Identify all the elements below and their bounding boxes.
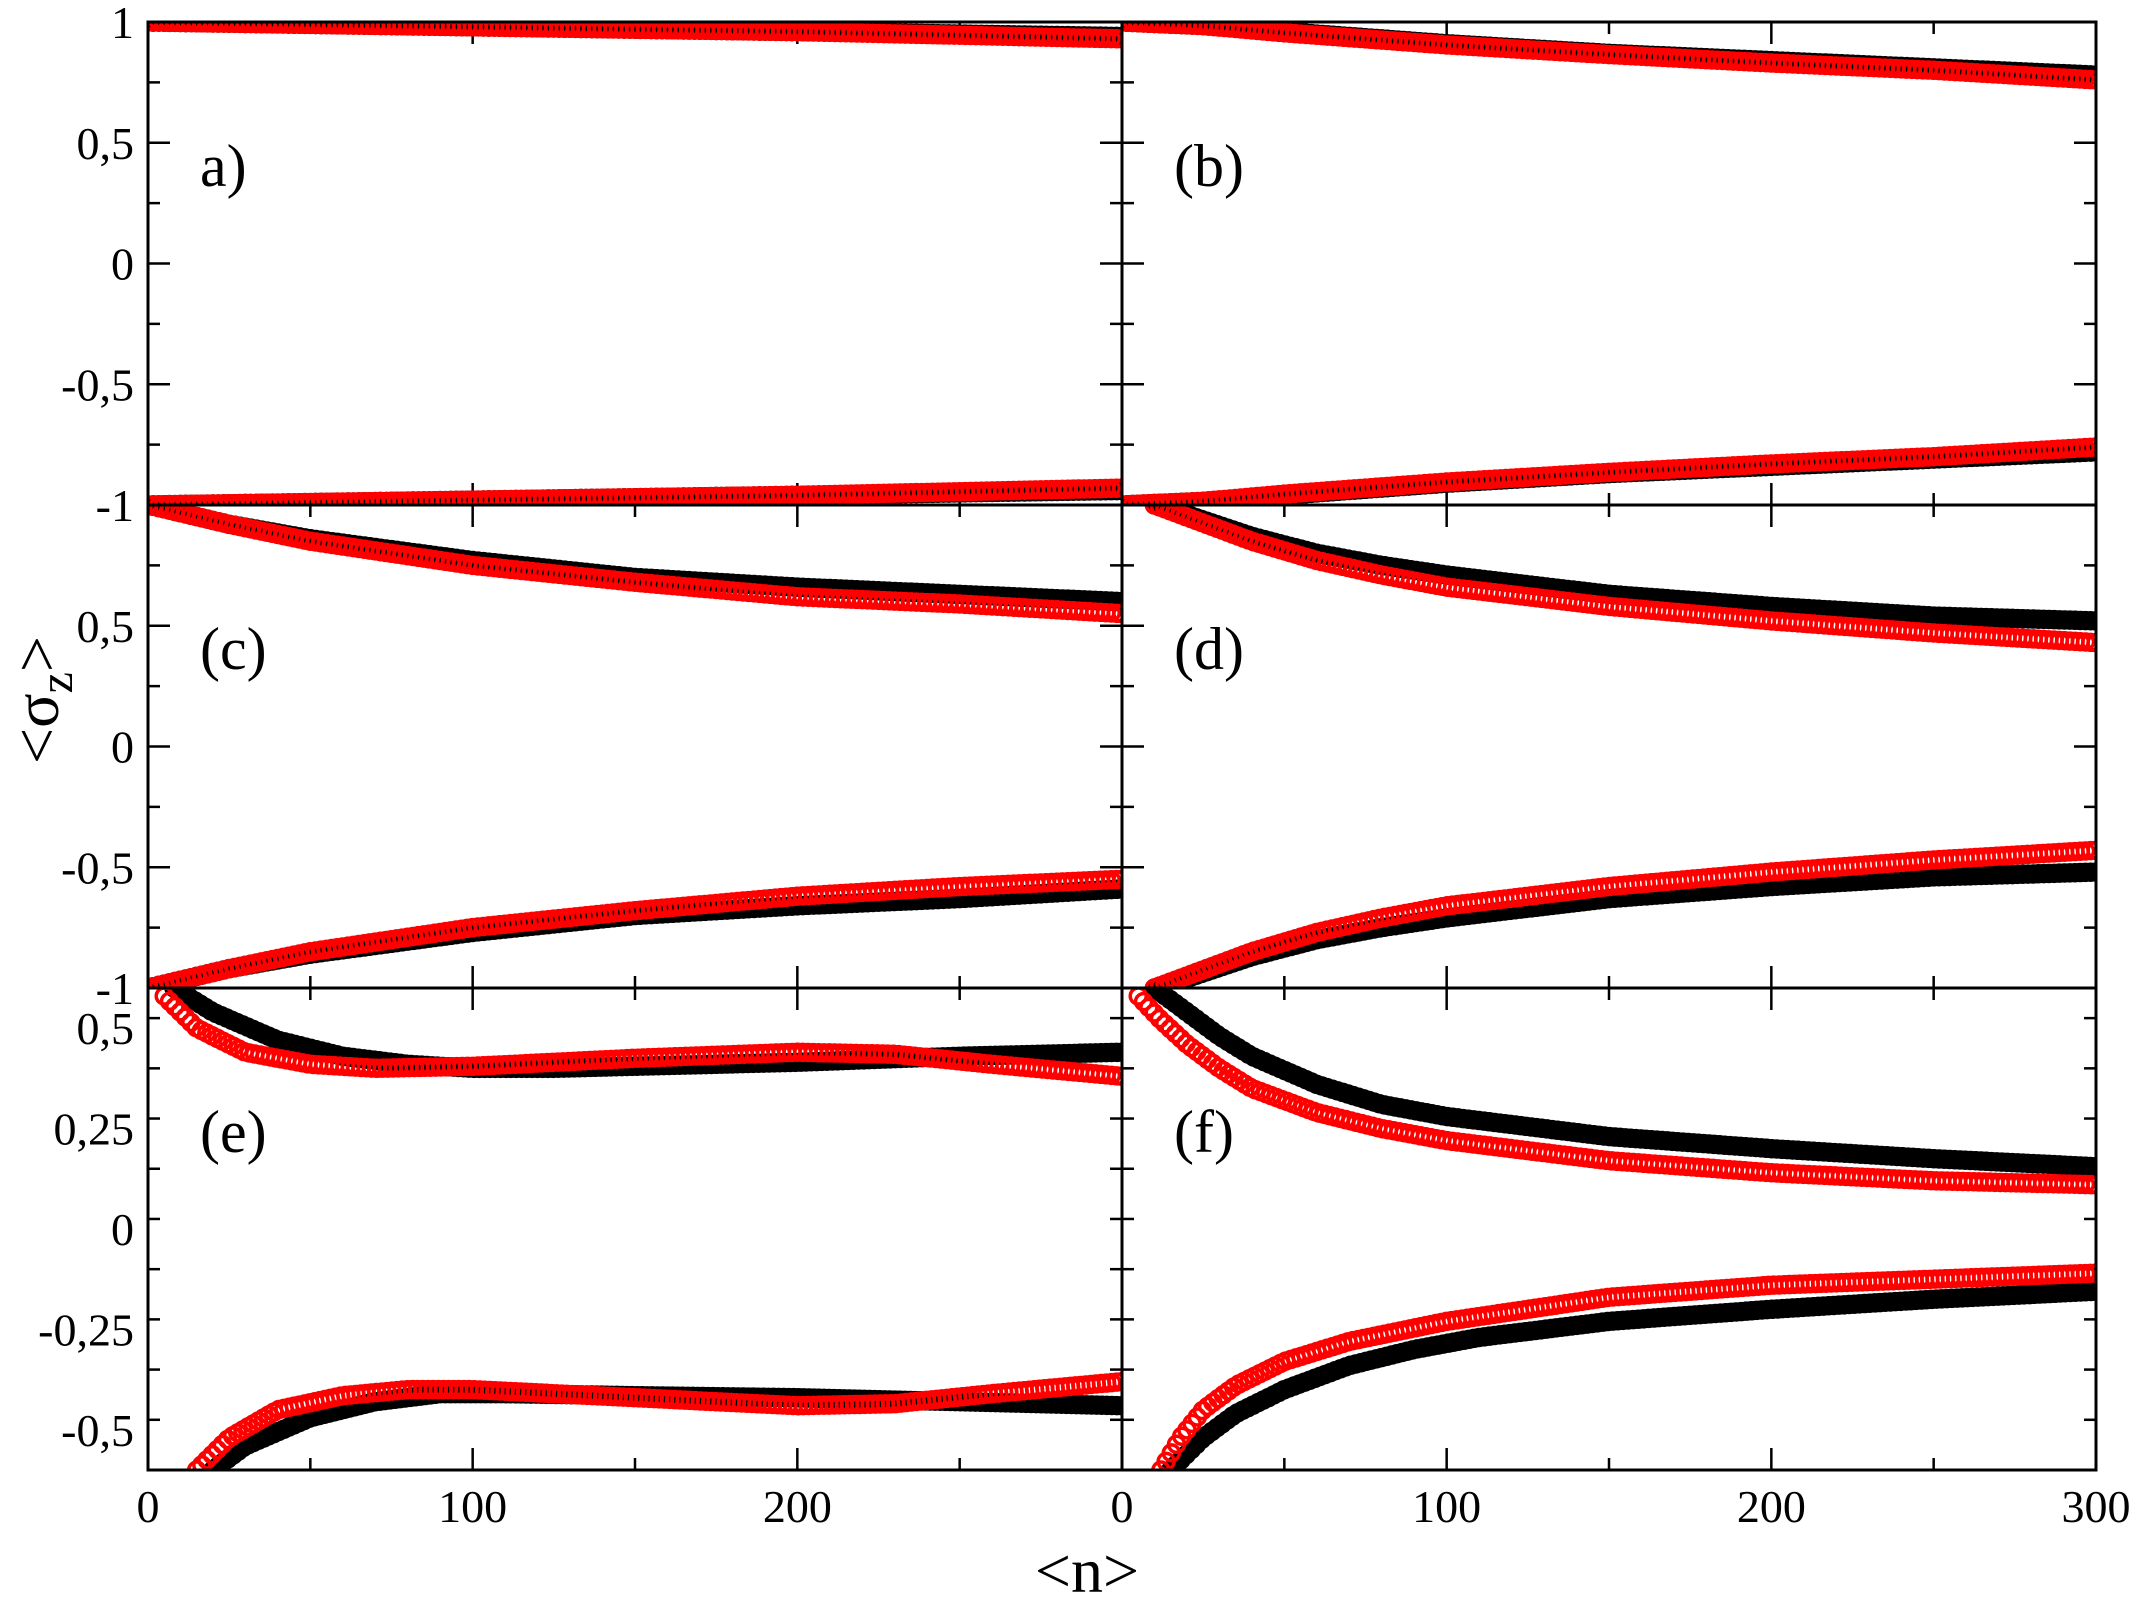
- series-a-2: [148, 22, 1122, 49]
- data-point: [202, 1444, 222, 1465]
- y-tick-label: -1: [96, 480, 134, 531]
- data-point: [1149, 1008, 1170, 1029]
- x-tick-label: 0: [137, 1481, 160, 1532]
- data-point: [1112, 1066, 1122, 1087]
- data-point: [1133, 991, 1154, 1012]
- data-point: [2086, 70, 2096, 90]
- series-b-2: [1122, 22, 2096, 90]
- data-point: [2086, 437, 2096, 457]
- data-point: [1112, 1042, 1122, 1063]
- series-d-2: [1144, 505, 2096, 653]
- panel-label: (b): [1174, 133, 1244, 199]
- data-point: [2086, 1263, 2096, 1283]
- y-tick-label: 0: [111, 722, 134, 773]
- data-point: [1139, 997, 1159, 1018]
- y-axis-title-sub: z: [30, 672, 83, 693]
- data-point: [197, 1450, 217, 1470]
- data-point: [2086, 840, 2096, 861]
- y-axis-title: <σz>: [1, 636, 83, 764]
- panel-label: (d): [1174, 616, 1244, 682]
- series-e-2: [154, 988, 1122, 1087]
- panel-c: (c) 0,5 0 -0,5 -1: [61, 503, 1124, 1014]
- panel-frame: [1120, 986, 2098, 1472]
- series-e-3: [186, 1371, 1122, 1470]
- series-d-3: [1144, 840, 2096, 988]
- data-point: [1155, 1013, 1175, 1034]
- panel-f: (f) 0 100 200 300: [1111, 986, 2131, 1532]
- x-tick-label: 300: [2062, 1481, 2131, 1532]
- y-axis-title-main: <σ: [1, 693, 72, 764]
- data-point: [170, 1002, 190, 1022]
- svg-text:<σz>: <σz>: [1, 636, 83, 764]
- data-point: [1112, 29, 1122, 49]
- data-point: [1151, 1460, 1171, 1470]
- y-tick-label: 0,5: [77, 118, 135, 169]
- series-f-1: [1160, 1281, 2096, 1470]
- x-tick-label: 0: [1111, 1481, 1134, 1532]
- x-tick-label: 200: [1737, 1481, 1806, 1532]
- y-tick-label: 1: [111, 0, 134, 48]
- series-c-2: [148, 505, 1122, 624]
- panel-label: (c): [200, 616, 267, 682]
- data-point: [1112, 603, 1122, 624]
- data-point: [2086, 862, 2096, 882]
- y-tick-label: -0,5: [61, 1405, 134, 1456]
- panel-frame: [1120, 503, 2098, 990]
- data-point: [1144, 1003, 1164, 1023]
- x-tick-label: 100: [438, 1481, 507, 1532]
- series-f-3: [1151, 1263, 2096, 1470]
- x-tick-label: 100: [1412, 1481, 1481, 1532]
- data-point: [2086, 1175, 2096, 1195]
- data-point: [2086, 1281, 2096, 1302]
- data-point: [1112, 1395, 1122, 1416]
- y-tick-label: 0: [111, 1204, 134, 1255]
- y-tick-label: -0,5: [61, 842, 134, 893]
- data-point: [1112, 869, 1122, 890]
- panel-frame: [146, 20, 1124, 507]
- panel-e: (e)0,50,250-0,25-0,50 100 200: [38, 986, 1124, 1532]
- series-d-1: [1144, 862, 2096, 988]
- data-point: [192, 1455, 212, 1470]
- y-axis-title-close: >: [1, 636, 72, 672]
- panels: a)10,50-0,5-1(b)(c)0,50-0,5-1(d)(e)0,50,…: [38, 0, 2130, 1532]
- data-point: [1165, 1023, 1186, 1044]
- panel-d: (d): [1120, 503, 2098, 990]
- x-axis-title: <n>: [1035, 1535, 1139, 1600]
- y-tick-label: 0,5: [77, 601, 135, 652]
- panel-label: (f): [1174, 1099, 1234, 1165]
- series-f-2: [1128, 988, 2096, 1195]
- panel-frame: [1120, 20, 2098, 507]
- y-tick-label: -0,5: [61, 359, 134, 410]
- x-tick-label: 200: [763, 1481, 832, 1532]
- data-point: [1112, 478, 1122, 498]
- y-tick-label: -0,25: [38, 1304, 134, 1355]
- data-point: [2086, 632, 2096, 653]
- y-tick-label: 0,25: [54, 1104, 135, 1155]
- data-point: [1160, 1018, 1180, 1039]
- series-d-0: [1144, 505, 2096, 631]
- y-tick-label: -1: [96, 963, 134, 1014]
- panel-a: a) 1 0,5 0 -0,5 -1: [61, 0, 1124, 531]
- panel-label: a): [200, 133, 247, 199]
- data-point: [175, 1007, 196, 1027]
- panel-b: (b): [1120, 20, 2098, 507]
- y-tick-label: 0,5: [77, 1003, 135, 1054]
- data-point: [2086, 611, 2096, 631]
- series-f-0: [1144, 988, 2096, 1177]
- data-point: [159, 991, 180, 1012]
- data-point: [165, 996, 185, 1017]
- data-point: [2086, 1156, 2096, 1177]
- series-c-3: [148, 869, 1122, 988]
- y-tick-label: 0: [111, 239, 134, 290]
- data-point: [207, 1439, 228, 1460]
- panel-label: (e): [200, 1099, 267, 1165]
- data-point: [1112, 1371, 1122, 1392]
- data-point: [186, 1460, 207, 1470]
